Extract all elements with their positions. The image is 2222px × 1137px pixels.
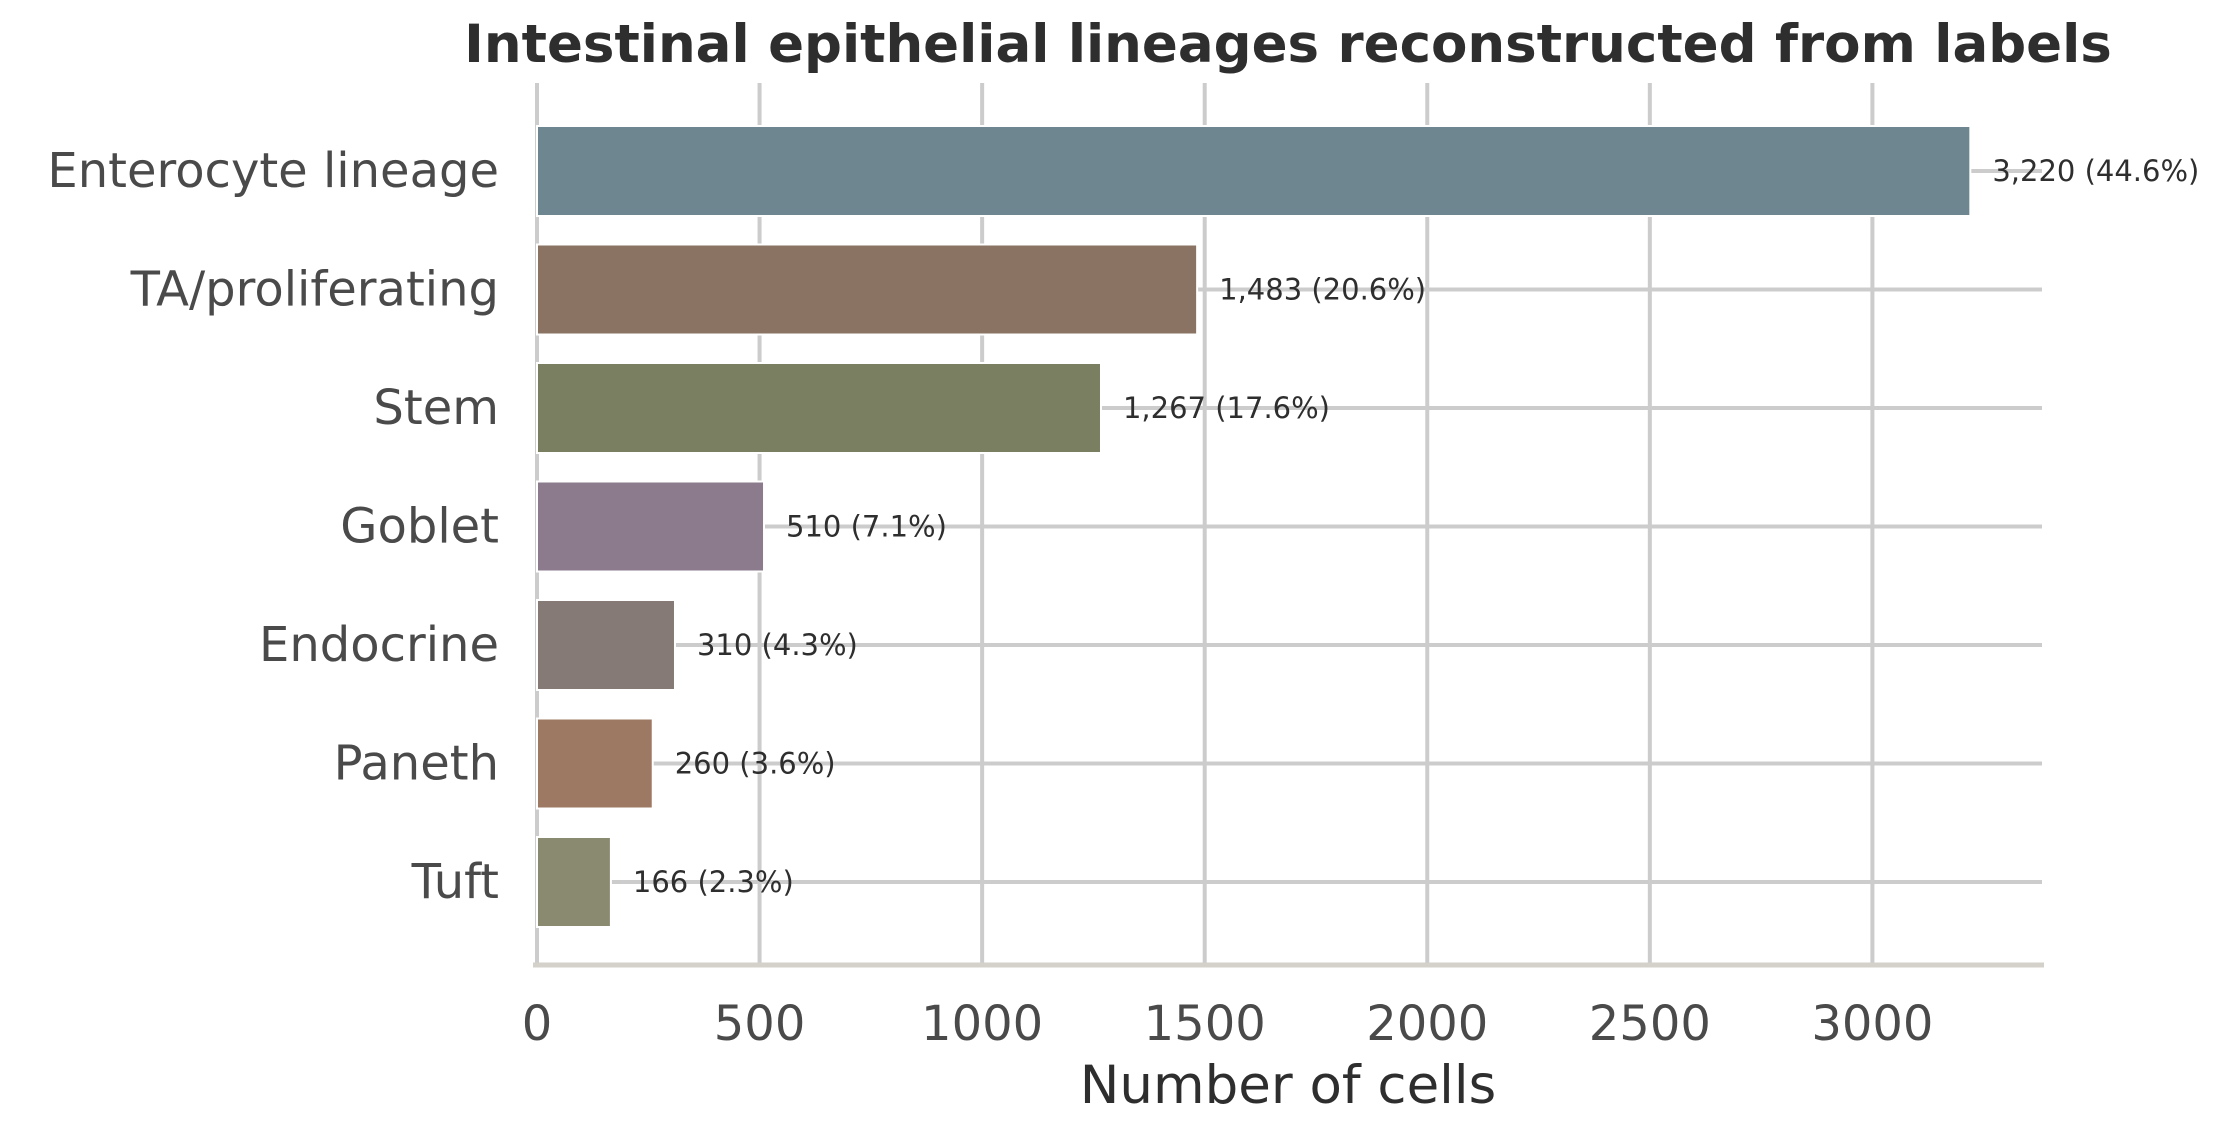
bar [536, 480, 766, 573]
x-axis: 0 500 1000 1500 2000 2500 3000 [522, 962, 2044, 1052]
bar [536, 243, 1199, 336]
bar [536, 125, 1972, 217]
bars [536, 125, 1972, 928]
data-label: 1,267 (17.6%) [1123, 391, 1330, 425]
y-tick-label: Endocrine [259, 617, 499, 673]
data-label: 510 (7.1%) [786, 510, 947, 544]
y-tick-label: Tuft [411, 854, 499, 910]
x-tick-label: 2000 [1366, 996, 1488, 1052]
x-tick-label: 1500 [1144, 996, 1266, 1052]
data-label: 1,483 (20.6%) [1219, 273, 1426, 307]
y-tick-label: Stem [373, 380, 499, 436]
y-tick-label: TA/proliferating [130, 262, 499, 318]
x-tick-label: 2500 [1589, 996, 1711, 1052]
y-tick-label: Enterocyte lineage [47, 143, 499, 199]
bar [536, 362, 1102, 454]
y-tick-labels: Enterocyte lineage TA/proliferating Stem Go… [47, 143, 499, 910]
x-tick-label: 3000 [1811, 996, 1933, 1052]
bar [536, 717, 654, 810]
data-label: 260 (3.6%) [675, 747, 836, 781]
data-label: 166 (2.3%) [633, 865, 794, 899]
y-tick-label: Goblet [340, 499, 499, 555]
data-label: 310 (4.3%) [697, 628, 858, 662]
x-tick-label: 1000 [921, 996, 1043, 1052]
y-tick-label: Paneth [334, 736, 499, 792]
x-tick-label: 0 [522, 996, 553, 1052]
bar [536, 599, 676, 691]
grid-lines [535, 83, 2042, 965]
data-label: 3,220 (44.6%) [1992, 154, 2199, 188]
x-tick-label: 500 [714, 996, 806, 1052]
chart-title: Intestinal epithelial lineages reconstru… [464, 14, 2112, 75]
data-labels: 3,220 (44.6%) 1,483 (20.6%) 1,267 (17.6%) 5… [633, 154, 2199, 899]
x-axis-label: Number of cells [1080, 1055, 1497, 1116]
bar [536, 836, 612, 928]
